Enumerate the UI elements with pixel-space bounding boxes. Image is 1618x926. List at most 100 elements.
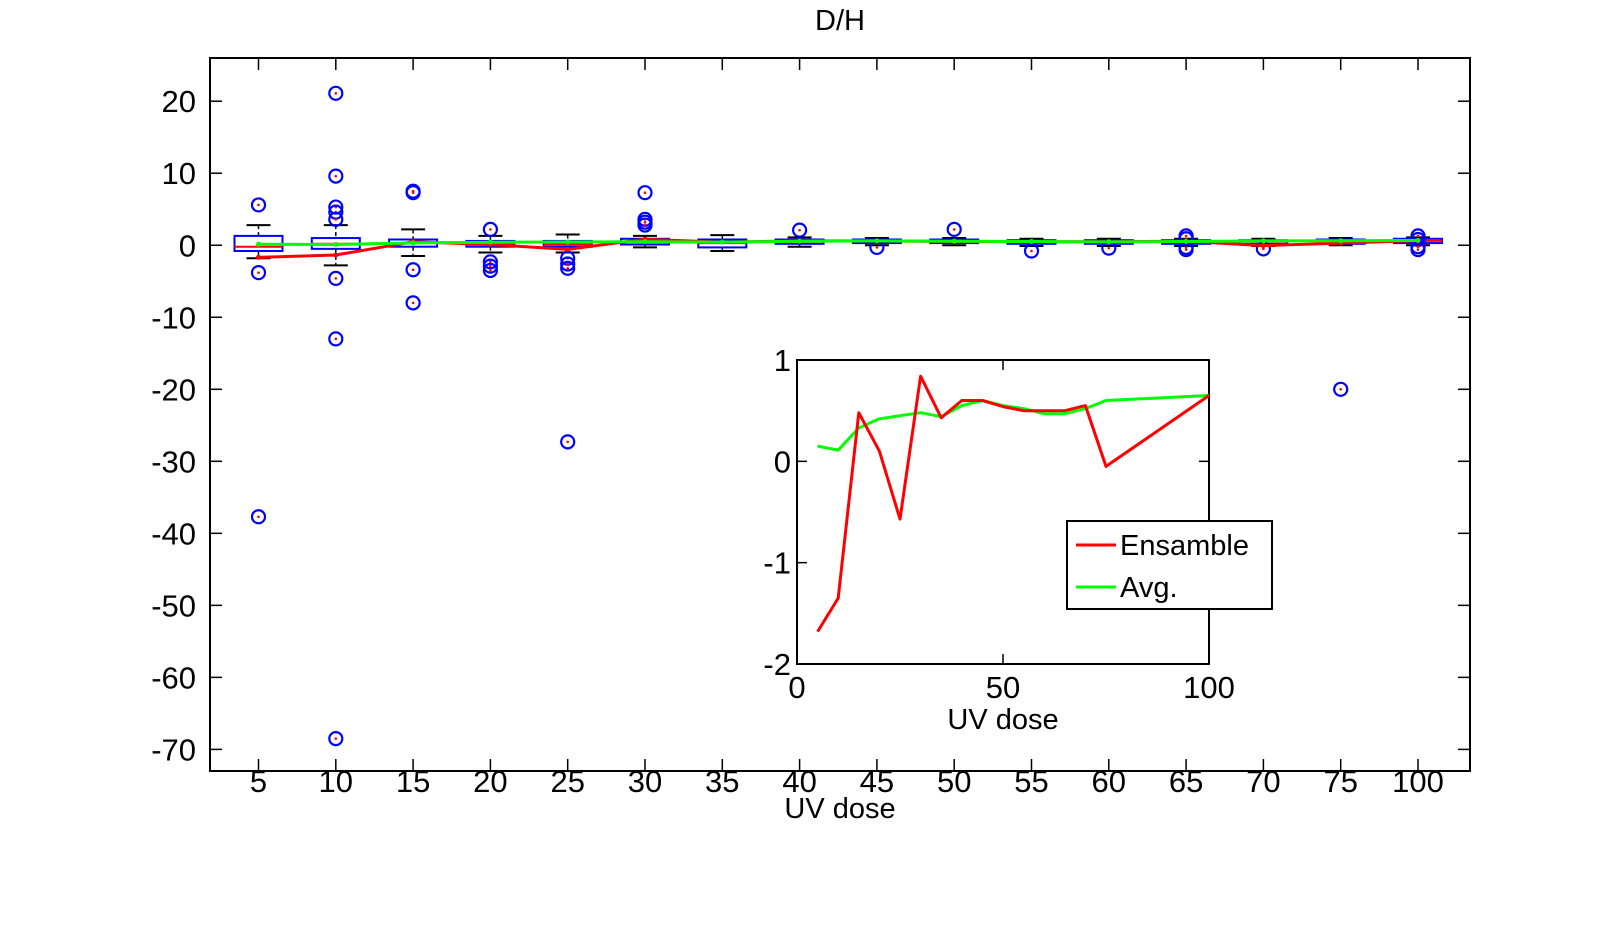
inset-series-line xyxy=(816,374,1210,633)
main-series-point xyxy=(333,241,339,247)
outlier-center xyxy=(566,440,569,444)
outlier-center xyxy=(489,260,492,264)
main-chart-title: D/H xyxy=(815,5,865,37)
inset-y-tick-label: -2 xyxy=(763,647,791,682)
main-series-point xyxy=(256,254,261,260)
outlier-point xyxy=(1023,243,1040,259)
main-series-point xyxy=(1260,243,1266,249)
outlier-center xyxy=(411,268,415,272)
inset-y-tick-label: 0 xyxy=(774,444,791,479)
y-tick-label: -10 xyxy=(151,300,196,335)
main-series-point xyxy=(256,241,261,247)
inset-axes-frame xyxy=(796,359,1210,665)
y-tick-label: -60 xyxy=(151,660,196,695)
outlier-point xyxy=(405,185,421,201)
outlier-point xyxy=(328,211,344,227)
outlier-center xyxy=(1339,387,1342,391)
outlier-point xyxy=(946,221,962,238)
x-tick-label: 100 xyxy=(1392,764,1444,799)
legend: Ensamble Avg. xyxy=(1066,520,1273,610)
outlier-center xyxy=(257,203,260,207)
outlier-center xyxy=(257,515,260,519)
outlier-center xyxy=(1416,248,1420,251)
outlier-point xyxy=(405,295,421,311)
outlier-center xyxy=(334,737,338,740)
inset-y-tick-label: 1 xyxy=(774,343,791,378)
outlier-point xyxy=(405,262,421,278)
legend-label-ensamble: Ensamble xyxy=(1120,530,1249,562)
x-tick-label: 15 xyxy=(396,764,430,799)
inset-x-tick-label: 100 xyxy=(1183,670,1235,705)
outlier-center xyxy=(334,277,338,280)
outlier-point xyxy=(482,254,498,270)
main-series-point xyxy=(1029,239,1034,245)
x-tick-label: 55 xyxy=(1014,764,1048,799)
y-tick-label: -70 xyxy=(151,732,196,767)
x-tick-label: 25 xyxy=(550,764,584,799)
main-series-point xyxy=(1338,238,1344,244)
outlier-center xyxy=(643,191,647,194)
outlier-point xyxy=(328,730,344,747)
outlier-point xyxy=(1333,381,1349,397)
legend-box xyxy=(1066,520,1273,610)
main-series-point xyxy=(333,252,339,258)
outlier-center xyxy=(411,301,415,305)
y-tick-label: 0 xyxy=(179,228,196,263)
main-series-point xyxy=(1260,238,1266,244)
outlier-center xyxy=(411,191,415,194)
x-tick-label: 70 xyxy=(1246,764,1280,799)
inset-series-line xyxy=(817,394,1210,452)
outlier-point xyxy=(791,222,808,238)
outlier-center xyxy=(334,218,338,221)
outlier-point xyxy=(328,168,344,184)
x-tick-label: 40 xyxy=(782,764,816,799)
inset-x-tick-label: 50 xyxy=(986,670,1020,705)
outlier-center xyxy=(643,220,647,224)
y-tick-label: 20 xyxy=(162,84,196,119)
main-series-point xyxy=(874,238,880,244)
outlier-center xyxy=(489,264,492,268)
outlier-center xyxy=(1262,247,1265,251)
outlier-point xyxy=(637,185,653,201)
outlier-center xyxy=(952,228,956,231)
outlier-point xyxy=(560,260,576,276)
main-series-point xyxy=(565,239,571,245)
x-tick-label: 30 xyxy=(628,764,662,799)
outlier-center xyxy=(489,228,492,231)
main-series-point xyxy=(642,239,648,245)
inset-y-tick-label: -1 xyxy=(763,546,791,581)
outlier-center xyxy=(257,271,260,274)
main-series-point xyxy=(797,238,803,244)
outlier-point xyxy=(1178,231,1194,247)
outlier-center xyxy=(1184,246,1188,249)
outlier-point xyxy=(328,270,344,286)
outlier-point xyxy=(560,434,576,450)
outlier-point xyxy=(637,217,653,233)
main-series-point xyxy=(410,240,416,246)
x-tick-label: 10 xyxy=(319,764,353,799)
outlier-center xyxy=(1416,234,1420,238)
outlier-center xyxy=(1184,234,1188,238)
outlier-point xyxy=(250,509,267,525)
y-tick-label: -50 xyxy=(151,588,196,623)
outlier-point xyxy=(482,258,498,274)
outlier-center xyxy=(334,337,338,341)
outlier-point xyxy=(1410,241,1426,258)
x-tick-label: 50 xyxy=(937,764,971,799)
outlier-center xyxy=(1416,245,1420,248)
outlier-point xyxy=(328,85,344,101)
outlier-point xyxy=(560,256,576,272)
main-series-point xyxy=(565,246,571,252)
main-series-line xyxy=(258,239,1419,247)
outlier-center xyxy=(1184,248,1188,251)
outlier-point xyxy=(482,221,498,238)
main-series-point xyxy=(951,238,957,244)
main-series-point xyxy=(1183,239,1189,245)
outlier-center xyxy=(334,174,338,178)
outlier-point xyxy=(250,197,267,213)
outlier-center xyxy=(798,228,801,232)
outlier-center xyxy=(1107,246,1111,250)
main-series-point xyxy=(487,239,493,245)
inset-x-axis-label: UV dose xyxy=(947,704,1058,736)
